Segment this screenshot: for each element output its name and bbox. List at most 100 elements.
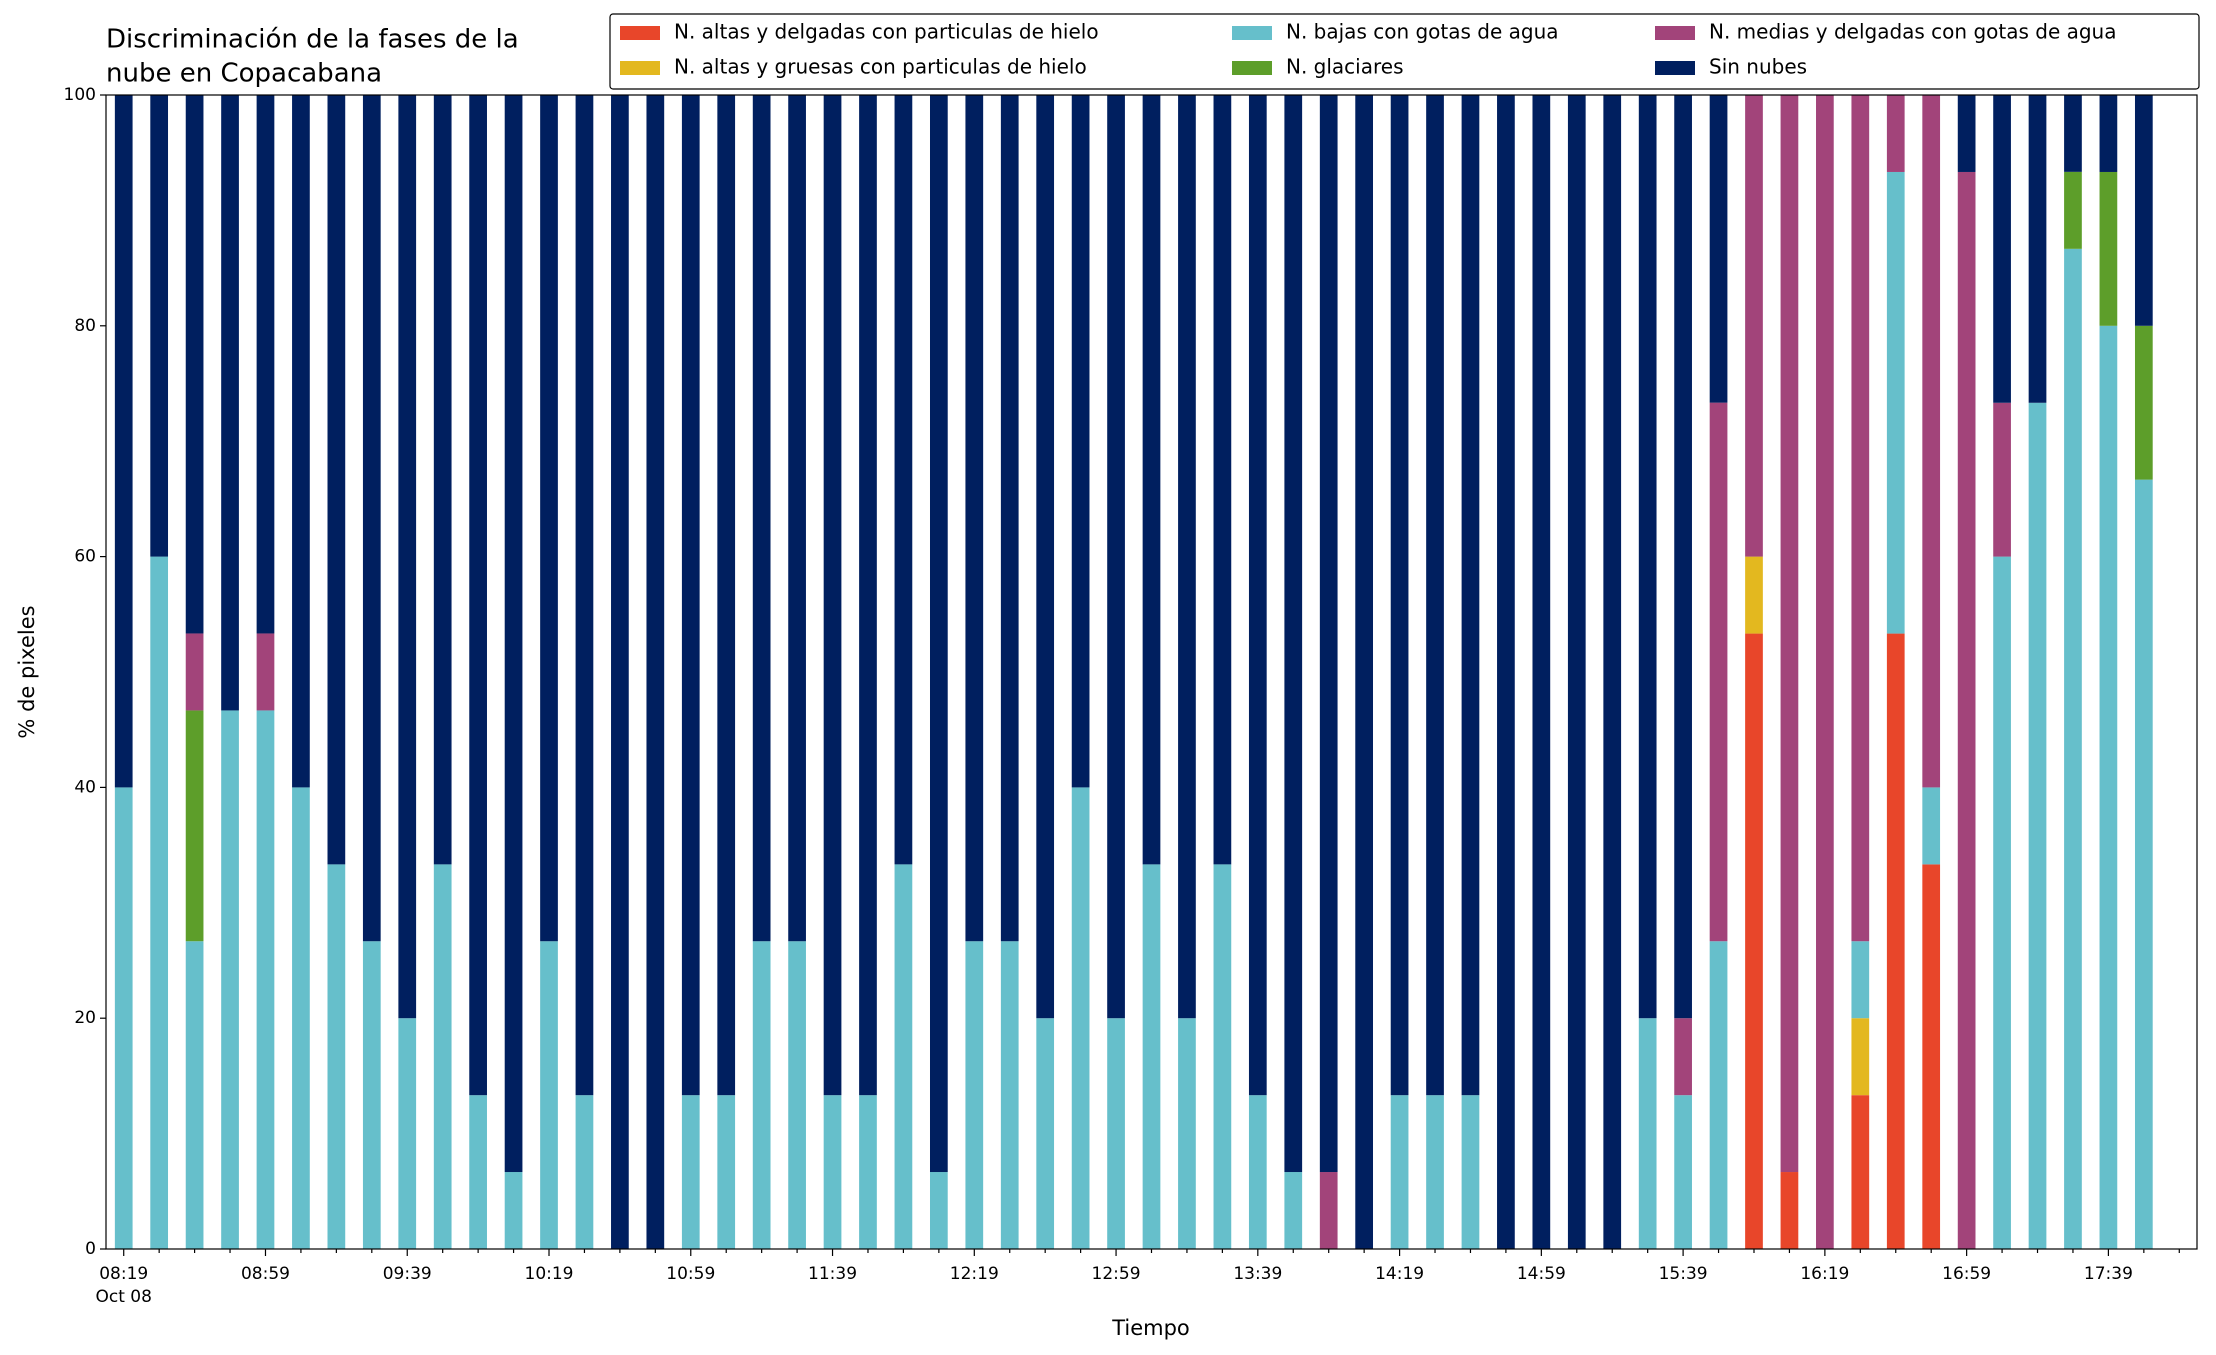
bar-segment [1674,1095,1692,1249]
legend-box [609,13,2200,90]
x-tick-label: 12:59 [1092,1264,1141,1284]
bar-segment [1355,95,1374,1249]
bar-segment [292,787,310,1249]
bar-segment [859,1095,877,1249]
bar-segment [2134,95,2153,326]
bar-segment [1886,171,1905,634]
bar-segment [1851,1095,1870,1249]
bar-segment [965,941,984,1249]
x-tick-label: 10:59 [666,1264,715,1284]
bar-segment [1461,1095,1480,1249]
bar-segment [575,95,594,1096]
bar-segment [185,94,204,634]
bar-segment [1638,95,1657,1019]
bar-segment [540,95,558,942]
bar-segment [681,95,700,1096]
bar-segment [1036,95,1055,1019]
legend-label: N. altas y gruesas con particulas de hie… [674,55,1087,79]
bar-segment [185,941,204,1249]
bar-segment [788,95,806,942]
bar-segment [433,864,452,1249]
bar-segment [1532,95,1551,1249]
x-tick-label: 14:19 [1375,1264,1424,1284]
bar-segment [1922,95,1941,788]
legend-swatch [620,26,660,40]
legend-label: N. medias y delgadas con gotas de agua [1709,20,2117,44]
bar-segment [1603,95,1622,1249]
bar-segment [823,95,842,1096]
bar-segment [1248,1095,1267,1249]
bar-segment [2064,94,2082,172]
bar-segment [185,710,204,942]
x-tick-label: 08:19 [99,1264,148,1284]
x-tick-label: 11:39 [808,1264,857,1284]
legend-swatch [1655,26,1695,40]
bar-segment [1745,556,1763,634]
bar-segment [1674,95,1692,1019]
bar-segment [894,864,913,1249]
bar-segment [1319,1172,1338,1249]
x-tick-label: 10:19 [525,1264,574,1284]
bar-segment [1107,95,1125,1019]
bar-segment [150,95,169,557]
bar-segment [327,95,346,865]
bar-segment [1000,941,1019,1249]
bar-segment [540,941,558,1249]
bar-segment [2064,248,2082,1250]
bar-segment [504,95,523,1173]
legend-swatch [1655,61,1695,75]
bar-segment [1036,1018,1055,1249]
chart-title: Discriminación de la fases de la [106,25,519,55]
bar-segment [1957,171,1976,1249]
bar-segment [1426,1095,1444,1249]
bar-segment [1071,95,1090,788]
bar-segment [221,710,239,1249]
bar-segment [1426,95,1444,1096]
y-tick-label: 100 [64,85,96,105]
bar-segment [646,95,665,1249]
x-tick-label: 15:39 [1659,1264,1708,1284]
x-tick-label: 09:39 [383,1264,432,1284]
legend-label: N. bajas con gotas de agua [1286,20,1559,44]
bar-segment [2028,402,2047,1249]
bar-segment [1851,95,1870,942]
legend-label: N. glaciares [1286,55,1404,79]
bar-segment [1709,941,1728,1249]
legend-swatch [1232,61,1272,75]
bar-segment [1922,787,1941,865]
bar-segment [2064,171,2082,249]
y-tick-label: 60 [74,547,96,567]
bar-segment [398,95,417,1019]
bar-segment [717,1095,736,1249]
bar-segment [1107,1018,1125,1249]
bar-segment [221,95,239,711]
y-axis-label: % de pixeles [15,605,39,738]
x-tick-label: 16:59 [1942,1264,1991,1284]
bar-segment [1390,95,1409,1096]
bar-segment [1071,787,1090,1249]
bar-segment [1497,95,1515,1249]
bar-segment [1284,95,1303,1173]
bar-segment [469,95,487,1096]
bar-segment [859,95,877,1096]
legend-label: N. altas y delgadas con particulas de hi… [674,20,1099,44]
bar-segment [185,633,204,711]
y-tick-label: 20 [74,1008,96,1028]
bar-segment [1709,94,1728,403]
bar-segment [929,95,948,1173]
bar-segment [2099,325,2118,1249]
bar-segment [611,95,629,1249]
bar-segment [575,1095,594,1249]
bar-segment [1816,95,1834,1249]
x-tick-label: 17:39 [2084,1264,2133,1284]
bar-segment [398,1018,417,1249]
bar-segment [2099,95,2118,172]
bar-segment [1142,864,1161,1249]
bar-segment [823,1095,842,1249]
bar-segment [1638,1018,1657,1249]
bar-segment [1213,864,1232,1249]
bar-segment [1284,1172,1303,1249]
bar-segment [256,94,275,634]
bar-segment [2028,95,2047,403]
x-axis-label: Tiempo [1111,1316,1190,1340]
